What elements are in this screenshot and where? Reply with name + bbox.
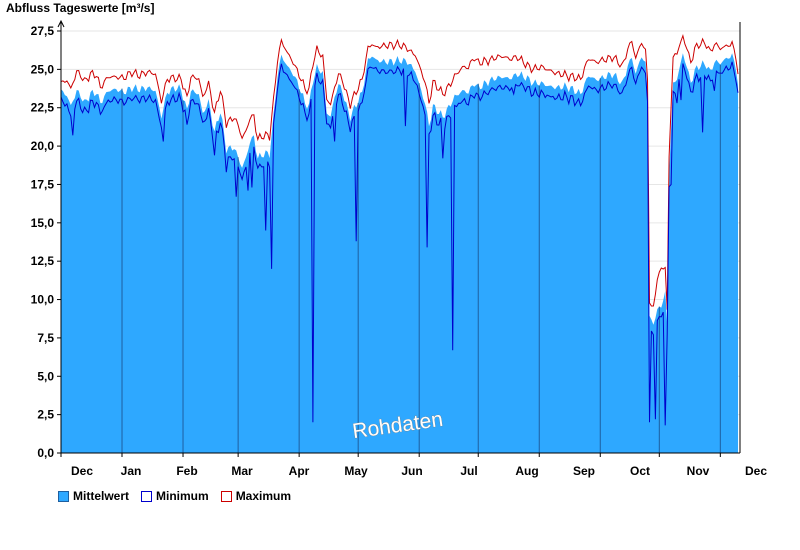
x-tick-label: Aug [515, 464, 538, 478]
x-tick-label: Feb [176, 464, 197, 478]
series-lines [60, 33, 739, 426]
y-tick-label: 12,5 [31, 254, 55, 268]
legend-item-minimum: Minimum [141, 489, 209, 503]
legend-label-mittelwert: Mittelwert [73, 489, 130, 503]
month-separators [121, 64, 721, 453]
y-tick-label: 7,5 [37, 331, 54, 345]
x-tick-label: Dec [71, 464, 93, 478]
mean-area-layer [61, 53, 739, 454]
legend-label-minimum: Minimum [156, 489, 209, 503]
y-tick-label: 27,5 [31, 24, 55, 38]
x-tick-label: Oct [630, 464, 650, 478]
legend-label-maximum: Maximum [235, 489, 292, 503]
mittelwert-area [61, 53, 739, 454]
y-tick-label: 15,0 [31, 216, 55, 230]
x-tick-label: Nov [687, 464, 710, 478]
x-tick-label: Mar [231, 464, 253, 478]
axes [57, 19, 741, 457]
legend-item-mittelwert: Mittelwert [58, 489, 129, 503]
x-tick-labels: Dec Jan Feb Mar Apr May Jun Jul Aug Sep Oct Nov Dec [71, 464, 767, 478]
y-tick-label: 2,5 [37, 408, 54, 422]
legend-item-maximum: Maximum [220, 489, 292, 503]
legend-swatch-minimum [141, 490, 153, 502]
y-tick-label: 17,5 [31, 177, 55, 191]
x-tick-label: Apr [289, 464, 310, 478]
x-tick-label: Jan [121, 464, 142, 478]
x-tick-label: May [344, 464, 368, 478]
y-tick-labels: 0,0 2,5 5,0 7,5 10,0 12,5 15,0 17,5 20,0 22,5 25,0… [31, 24, 55, 460]
y-tick-label: 22,5 [31, 101, 55, 115]
y-tick-label: 10,0 [31, 293, 55, 307]
y-axis-title: Abfluss Tageswerte [m³/s] [6, 1, 155, 15]
y-tick-label: 0,0 [37, 446, 54, 460]
legend-swatch-maximum [220, 490, 232, 502]
y-axis-arrow [57, 19, 65, 28]
x-tick-label: Dec [745, 464, 767, 478]
x-tick-label: Jun [401, 464, 422, 478]
x-tick-label: Jul [460, 464, 477, 478]
x-tick-label: Sep [573, 464, 595, 478]
y-tick-label: 25,0 [31, 62, 55, 76]
y-tick-label: 5,0 [37, 369, 54, 383]
legend: Mittelwert Minimum Maximum [58, 489, 303, 503]
minimum-line [60, 61, 739, 426]
legend-swatch-mittelwert [58, 490, 69, 502]
maximum-line [60, 33, 739, 310]
y-tick-label: 20,0 [31, 139, 55, 153]
